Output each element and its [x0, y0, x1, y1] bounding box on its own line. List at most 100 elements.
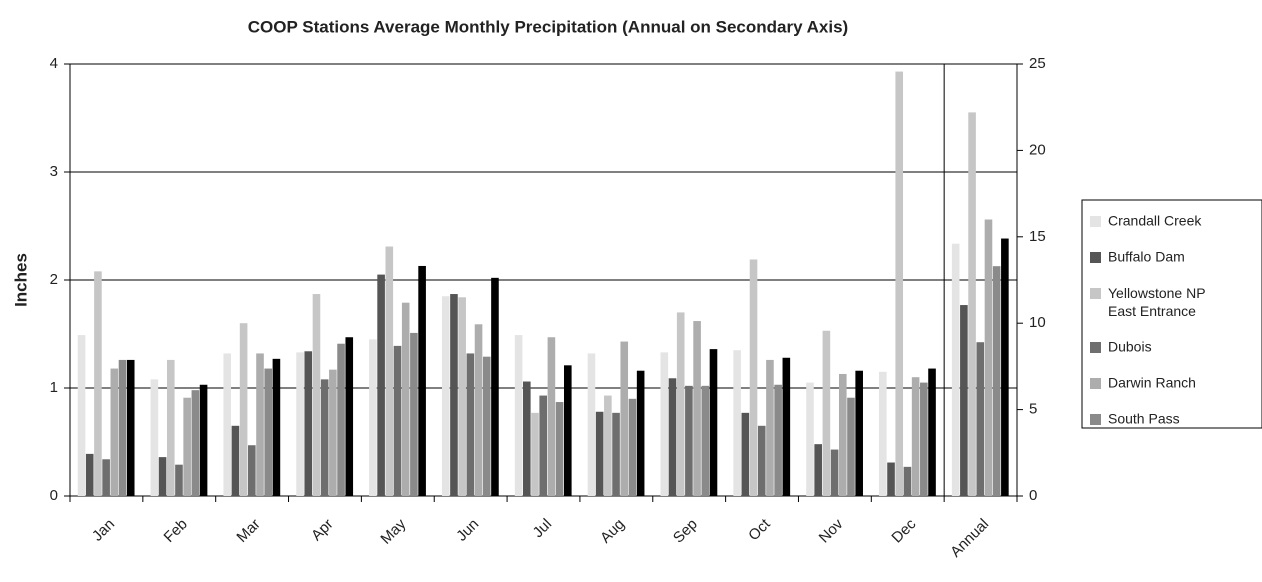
bar	[369, 339, 377, 496]
bar	[976, 342, 985, 496]
bar	[110, 368, 119, 496]
bar	[564, 365, 572, 496]
bar	[830, 449, 839, 496]
bar	[401, 302, 410, 496]
bar	[887, 462, 895, 496]
bar	[685, 385, 693, 496]
y2-tick-label: 5	[1029, 401, 1037, 418]
legend-label: Dubois	[1108, 339, 1152, 355]
bar	[231, 425, 240, 496]
y2-tick-label: 20	[1029, 141, 1046, 158]
bar	[855, 370, 863, 496]
bar	[984, 219, 993, 496]
x-tick-label: Nov	[816, 515, 847, 546]
legend-swatch	[1090, 414, 1101, 425]
x-tick-label: May	[377, 515, 409, 547]
x-tick-label: Sep	[670, 516, 701, 547]
legend-label: South Pass	[1108, 411, 1180, 427]
x-tick-label: Dec	[888, 515, 919, 546]
bar	[879, 371, 887, 496]
bar	[595, 411, 604, 496]
y-tick-label: 0	[50, 487, 58, 504]
bar	[385, 246, 394, 496]
bar	[628, 398, 637, 496]
x-tick-label: Oct	[745, 515, 774, 544]
x-tick-label: Annual	[947, 516, 992, 561]
bar	[304, 351, 313, 496]
bar	[248, 445, 256, 496]
bar	[183, 397, 191, 496]
bar	[264, 368, 273, 496]
legend-swatch	[1090, 288, 1101, 299]
bar	[968, 112, 976, 496]
bar	[474, 324, 483, 496]
x-tick-label: Jun	[453, 516, 482, 545]
bar	[701, 385, 710, 496]
bar	[539, 395, 547, 496]
bar	[345, 337, 354, 496]
bar	[491, 277, 499, 496]
bar	[158, 457, 167, 496]
bar	[903, 466, 912, 496]
y2-tick-label: 0	[1029, 487, 1037, 504]
bar	[102, 459, 110, 496]
bar	[77, 335, 86, 496]
bar	[660, 352, 669, 496]
bar	[410, 332, 418, 496]
bar	[450, 294, 458, 496]
bar	[920, 382, 928, 496]
chart-title: COOP Stations Average Monthly Precipitat…	[248, 17, 848, 36]
legend-label: Darwin Ranch	[1108, 375, 1196, 391]
bar	[911, 377, 920, 496]
bar	[620, 341, 629, 496]
bar	[766, 359, 774, 496]
bar	[94, 271, 102, 496]
bar	[749, 259, 758, 496]
bar	[709, 349, 718, 496]
bar	[175, 464, 183, 496]
bar	[604, 395, 612, 496]
bar	[531, 412, 539, 496]
bar	[166, 359, 175, 496]
legend-label: Yellowstone NP East Entrance	[1108, 285, 1206, 319]
legend-swatch	[1090, 378, 1101, 389]
bar	[555, 402, 564, 496]
bar	[814, 444, 822, 496]
bar	[126, 359, 135, 496]
legend-swatch	[1090, 342, 1101, 353]
y-axis-title: Inches	[11, 253, 30, 307]
bar	[992, 266, 1001, 496]
bar	[847, 397, 855, 496]
bar	[118, 359, 127, 496]
legend-swatch	[1090, 216, 1101, 227]
bar	[223, 353, 232, 496]
bar	[612, 412, 620, 496]
bar	[757, 425, 766, 496]
bar	[822, 330, 831, 496]
bar	[393, 345, 402, 496]
bar	[239, 323, 248, 496]
bar	[928, 368, 936, 496]
bar	[466, 353, 475, 496]
bar	[312, 294, 321, 496]
bar	[774, 384, 782, 496]
bar	[377, 274, 385, 496]
legend-label: Crandall Creek	[1108, 213, 1202, 229]
legend-label: Buffalo Dam	[1108, 249, 1185, 265]
bar	[1001, 238, 1009, 496]
bar	[150, 379, 159, 496]
bar	[636, 370, 645, 496]
x-tick-label: Feb	[161, 516, 191, 546]
y2-tick-label: 25	[1029, 55, 1046, 72]
bar	[482, 356, 491, 496]
bar	[441, 296, 450, 496]
bar	[458, 297, 466, 496]
bar	[523, 381, 531, 496]
bar	[329, 369, 337, 496]
bar	[668, 378, 677, 496]
y2-tick-label: 15	[1029, 228, 1046, 245]
bar	[676, 312, 685, 496]
y-tick-label: 1	[50, 379, 58, 396]
x-tick-label: Aug	[597, 516, 628, 547]
bar	[337, 343, 345, 496]
